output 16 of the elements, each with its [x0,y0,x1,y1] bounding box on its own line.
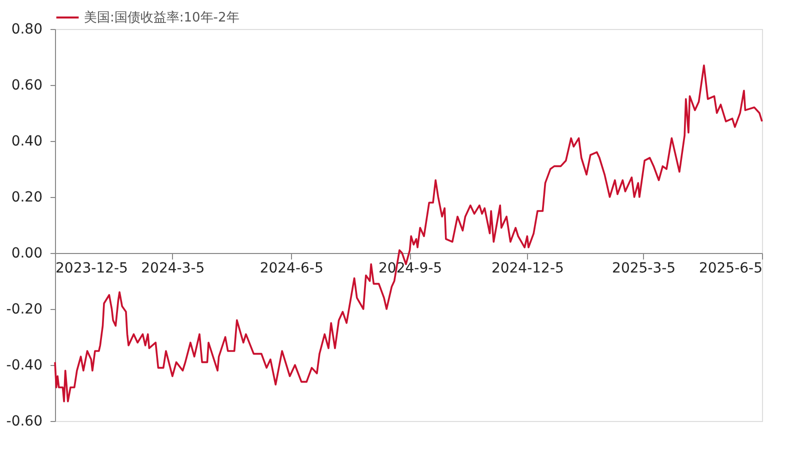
x-tick-label: 2025-3-5 [612,260,676,276]
x-tick-label: 2025-6-5 [698,260,762,276]
y-tick-label: 0.40 [11,134,42,150]
x-tick-label: 2024-3-5 [141,260,205,276]
x-tick-label: 2024-12-5 [491,260,564,276]
y-tick-label: -0.40 [6,358,42,374]
y-tick-label: -0.20 [6,302,42,318]
y-tick-label: -0.60 [6,414,42,430]
y-tick-label: 0.00 [11,246,42,262]
x-tick-label: 2023-12-5 [56,260,128,276]
y-tick-label: 0.20 [11,190,42,206]
line-series [54,64,763,402]
legend-label: 美国:国债收益率:10年-2年 [84,10,240,26]
y-tick-label: 0.80 [11,22,42,38]
y-tick-label: 0.60 [11,78,42,94]
x-tick-label: 2024-6-5 [260,260,324,276]
